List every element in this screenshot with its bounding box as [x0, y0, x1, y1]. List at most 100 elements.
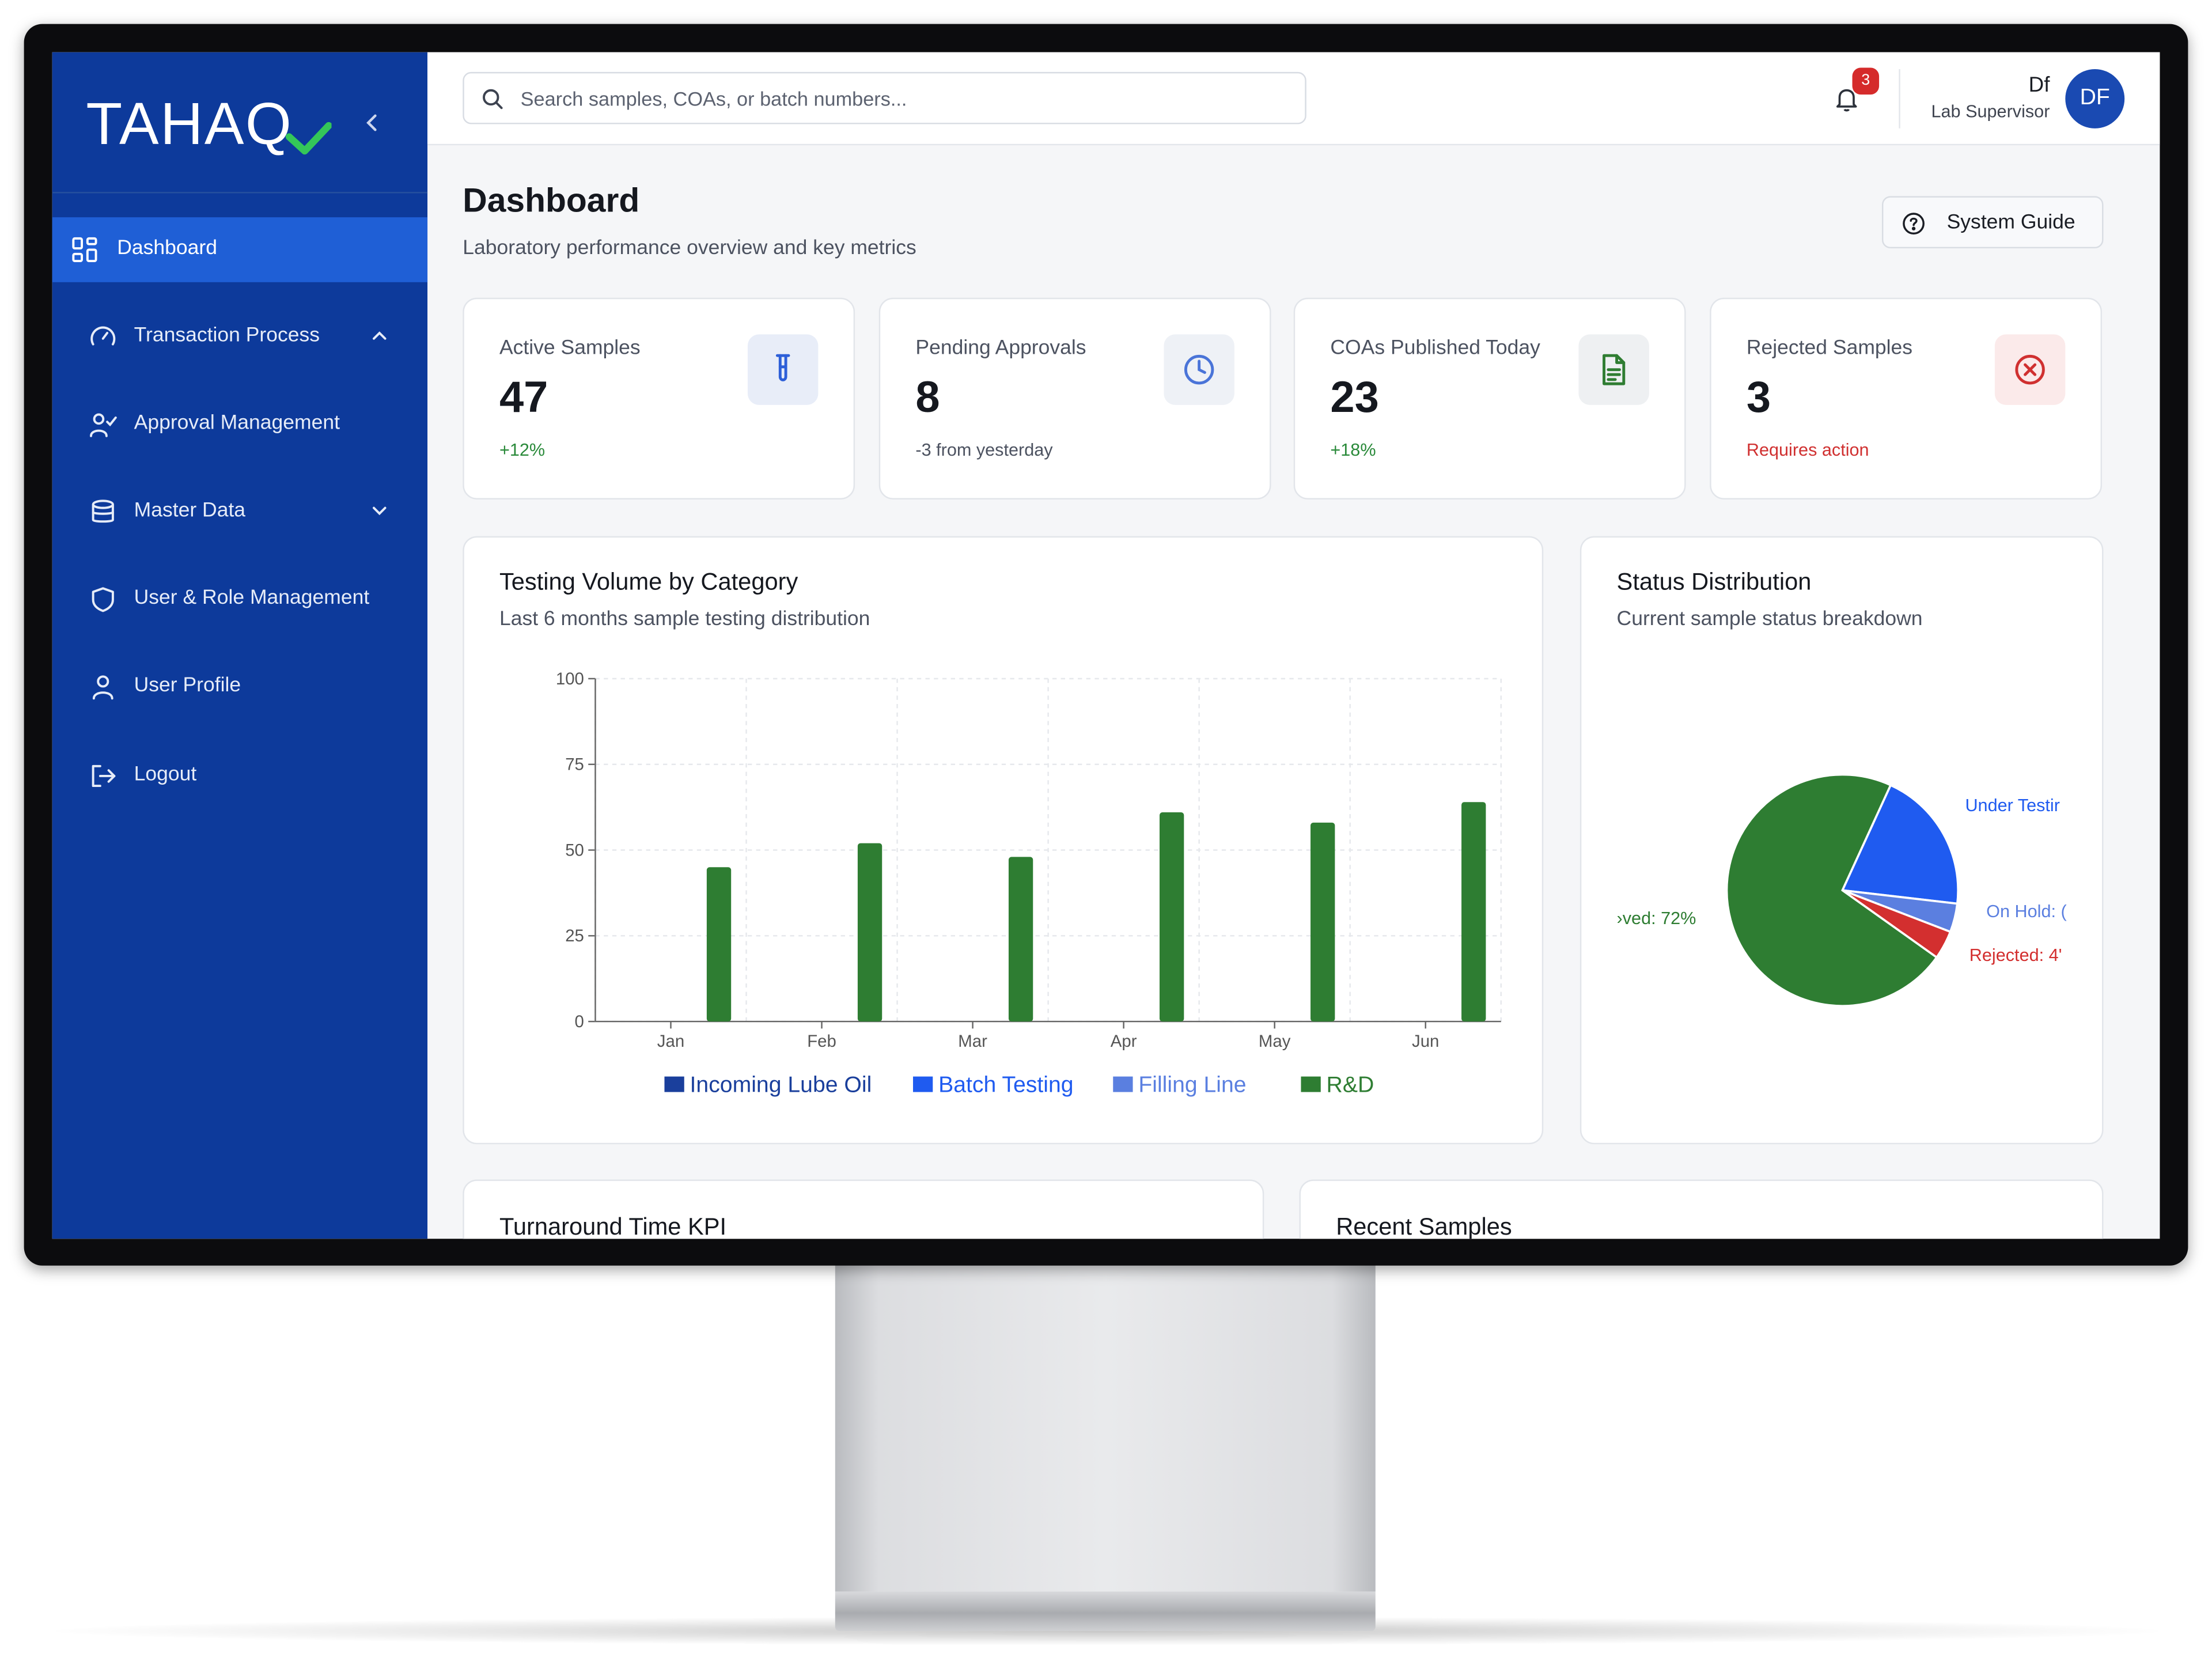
- avatar[interactable]: DF: [2065, 69, 2125, 128]
- notification-badge: 3: [1852, 67, 1880, 95]
- y-tick-label: 50: [565, 841, 584, 860]
- card-title: Recent Samples: [1336, 1213, 1512, 1239]
- system-guide-button[interactable]: System Guide: [1881, 196, 2104, 249]
- stat-label: COAs Published Today: [1330, 337, 1540, 360]
- shield-icon: [92, 587, 114, 612]
- y-tick-label: 0: [575, 1012, 584, 1031]
- stat-value: 8: [915, 372, 940, 422]
- sidebar-divider: [52, 192, 428, 194]
- search-icon: [483, 89, 503, 109]
- pie-slice: [1725, 773, 1938, 1007]
- sidebar-item-label: User & Role Management: [134, 586, 370, 610]
- pie-label: Rejected: 4': [1969, 945, 2062, 965]
- legend-swatch: [1113, 1076, 1133, 1092]
- logout-icon: [92, 765, 116, 788]
- pie-chart: Under Testir On Hold: ( Rejected: 4' ›ved: …: [1617, 773, 2067, 1007]
- pie-label: Under Testir: [1965, 796, 2059, 815]
- pie-slice: [1840, 784, 1960, 905]
- stat-value: 3: [1746, 372, 1771, 422]
- stat-card-active-samples: Active Samples 47 +12%: [463, 297, 855, 499]
- sidebar-item-label: Logout: [134, 763, 197, 786]
- system-guide-label: System Guide: [1946, 211, 2075, 234]
- sidebar-item-user-role-management[interactable]: User & Role Management: [52, 567, 427, 632]
- stat-value: 47: [499, 372, 548, 422]
- bar: [1461, 802, 1486, 1022]
- user-check-icon: [90, 413, 117, 437]
- legend-swatch: [912, 1076, 933, 1092]
- search-input[interactable]: [520, 84, 1283, 113]
- turnaround-kpi-card: Turnaround Time KPI: [463, 1179, 1264, 1239]
- stat-icon-box: [747, 334, 819, 405]
- sidebar-item-transaction-process[interactable]: Transaction Process: [52, 305, 427, 370]
- chart-subtitle: Last 6 months sample testing distributio…: [499, 608, 870, 631]
- stat-label: Rejected Samples: [1746, 337, 1913, 360]
- page-subtitle: Laboratory performance overview and key …: [463, 237, 916, 260]
- grid-icon: [72, 237, 97, 263]
- card-title: Turnaround Time KPI: [499, 1213, 727, 1239]
- chart-title: Status Distribution: [1616, 568, 1812, 596]
- help-circle-icon: [1903, 213, 1925, 235]
- x-tick-label: Feb: [807, 1032, 836, 1051]
- test-tube-icon: [775, 354, 790, 381]
- testing-volume-card: Testing Volume by Category Last 6 months…: [463, 536, 1544, 1145]
- x-tick-label: May: [1259, 1032, 1291, 1051]
- database-icon: [92, 499, 114, 523]
- collapse-sidebar-icon[interactable]: [359, 106, 385, 140]
- sidebar-item-dashboard[interactable]: Dashboard: [52, 217, 428, 282]
- chart-subtitle: Current sample status breakdown: [1616, 608, 1923, 631]
- bar-chart: 0 25 50 75 100 Jan Feb Mar Apr May Jun Incoming Lub…: [556, 669, 1502, 1097]
- bell-icon[interactable]: [1832, 85, 1861, 113]
- user-icon: [92, 675, 113, 700]
- pie-label: ›ved: 72%: [1617, 909, 1696, 928]
- chart-title: Testing Volume by Category: [499, 568, 798, 596]
- x-circle-icon: [2015, 354, 2045, 385]
- bar: [1008, 857, 1033, 1022]
- stat-card-coas-published: COAs Published Today 23 +18%: [1293, 297, 1686, 499]
- bar: [1159, 812, 1184, 1022]
- x-tick-label: Jun: [1412, 1032, 1439, 1051]
- topbar-divider: [1899, 69, 1900, 128]
- sidebar-item-approval-management[interactable]: Approval Management: [52, 392, 427, 457]
- stat-change: Requires action: [1746, 440, 1869, 460]
- page-title: Dashboard: [463, 181, 640, 221]
- stat-label: Active Samples: [499, 337, 641, 360]
- legend-swatch: [664, 1076, 684, 1092]
- stat-card-rejected-samples: Rejected Samples 3 Requires action: [1710, 297, 2103, 499]
- sidebar-item-user-profile[interactable]: User Profile: [52, 654, 427, 720]
- x-tick-label: Jan: [657, 1032, 684, 1051]
- pie-label: On Hold: (: [1986, 902, 2067, 921]
- sidebar-item-label: Master Data: [134, 499, 246, 523]
- brand-logo[interactable]: TAHAQ: [86, 90, 293, 157]
- logo-check-icon: [285, 122, 332, 155]
- sidebar-item-label: Approval Management: [134, 412, 340, 435]
- legend-label: Filling Line: [1138, 1073, 1246, 1097]
- y-tick-label: 100: [556, 669, 584, 688]
- recent-samples-card: Recent Samples: [1299, 1179, 2104, 1239]
- sidebar-item-label: User Profile: [134, 674, 241, 697]
- x-tick-label: Mar: [958, 1032, 987, 1051]
- search-box[interactable]: [463, 71, 1306, 124]
- sidebar-item-master-data[interactable]: Master Data: [52, 480, 427, 545]
- sidebar-item-logout[interactable]: Logout: [52, 744, 427, 809]
- legend-label: Batch Testing: [938, 1073, 1073, 1097]
- app-screen: TAHAQ Dashboard Transaction Process: [52, 52, 2160, 1239]
- legend-label: Incoming Lube Oil: [690, 1073, 872, 1097]
- stat-value: 23: [1330, 372, 1379, 422]
- bar: [706, 867, 732, 1022]
- sidebar-item-label: Transaction Process: [134, 324, 320, 347]
- sidebar-item-label: Dashboard: [117, 237, 217, 260]
- chevron-down-icon: [373, 506, 387, 516]
- user-name: Df: [2028, 73, 2050, 97]
- x-tick-label: Apr: [1111, 1032, 1137, 1051]
- status-distribution-card: Status Distribution Current sample statu…: [1580, 536, 2104, 1145]
- clock-icon: [1184, 354, 1214, 385]
- y-tick-label: 25: [565, 926, 584, 945]
- stat-icon-box: [1164, 334, 1234, 405]
- bar: [1310, 822, 1335, 1022]
- gauge-icon: [90, 326, 116, 346]
- legend-swatch: [1301, 1076, 1321, 1092]
- stat-change: -3 from yesterday: [915, 440, 1053, 460]
- sidebar: TAHAQ Dashboard Transaction Process: [52, 52, 428, 1239]
- stat-icon-box: [1578, 334, 1649, 405]
